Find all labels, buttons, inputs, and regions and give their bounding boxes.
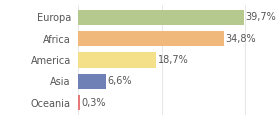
Text: 0,3%: 0,3% <box>81 98 106 108</box>
Bar <box>78 95 80 110</box>
Bar <box>78 10 244 25</box>
Bar <box>78 74 106 89</box>
Text: 34,8%: 34,8% <box>225 34 256 44</box>
Text: 39,7%: 39,7% <box>246 12 276 22</box>
Text: 6,6%: 6,6% <box>108 76 132 86</box>
Bar <box>78 52 157 68</box>
Text: 18,7%: 18,7% <box>158 55 189 65</box>
Bar <box>78 31 223 46</box>
